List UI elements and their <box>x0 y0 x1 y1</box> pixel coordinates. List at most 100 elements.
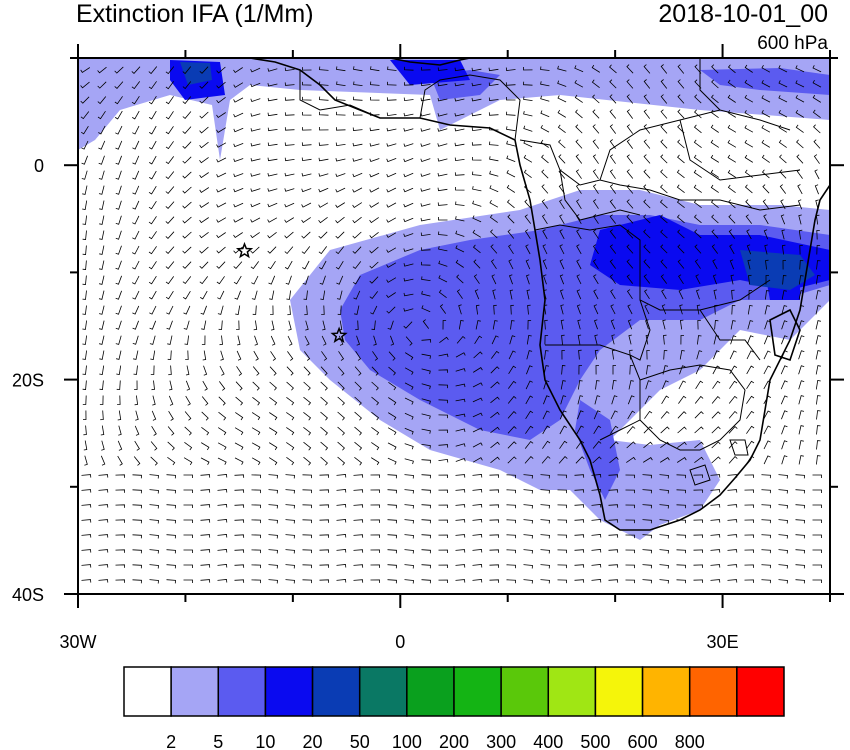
wind-barb <box>117 455 123 466</box>
wind-barb <box>336 534 347 538</box>
wind-barb <box>626 169 634 179</box>
wind-barb <box>302 564 312 569</box>
wind-barb <box>727 64 736 74</box>
wind-barb <box>730 320 736 330</box>
wind-barb <box>762 199 770 209</box>
wind-barb <box>611 380 617 390</box>
wind-barb <box>438 369 448 373</box>
wind-barb <box>557 124 566 134</box>
wind-barb <box>148 185 157 195</box>
wind-barb <box>421 534 431 539</box>
wind-barb <box>338 351 345 361</box>
wind-barb <box>491 335 499 345</box>
wind-barb <box>662 319 666 330</box>
wind-barb <box>593 304 599 315</box>
wind-barb <box>438 519 448 523</box>
wind-barb <box>660 124 668 134</box>
wind-barb <box>472 474 483 478</box>
wind-barb <box>233 127 244 133</box>
wind-barb <box>131 95 140 105</box>
wind-barb <box>200 519 211 523</box>
wind-barb <box>609 109 617 119</box>
colorbar-label: 600 <box>628 732 658 750</box>
wind-barb <box>798 410 805 420</box>
wind-barb <box>269 396 278 406</box>
wind-barb <box>84 455 88 466</box>
wind-barb <box>201 411 209 421</box>
wind-barb <box>287 305 291 316</box>
wind-barb <box>403 308 414 312</box>
wind-barb <box>781 335 788 345</box>
wind-barb <box>540 549 550 554</box>
wind-barb <box>761 504 771 509</box>
wind-barb <box>100 410 104 421</box>
wind-barb <box>370 519 380 523</box>
wind-barb <box>455 352 466 358</box>
wind-barb <box>335 231 345 239</box>
wind-barb <box>132 320 139 330</box>
wind-barb <box>404 564 414 569</box>
wind-barb <box>574 579 585 583</box>
wind-barb <box>336 564 347 568</box>
wind-barb <box>557 95 567 103</box>
wind-barb <box>455 564 466 568</box>
wind-barb <box>269 381 277 391</box>
wind-barb <box>560 380 566 390</box>
wind-barb <box>199 202 210 208</box>
wind-barb <box>575 169 582 179</box>
wind-barb <box>336 290 343 300</box>
wind-barb <box>151 410 157 421</box>
wind-barb <box>135 410 139 421</box>
wind-barb <box>149 305 157 315</box>
wind-barb <box>575 440 585 449</box>
wind-barb <box>795 564 805 569</box>
wind-barb <box>780 214 786 225</box>
wind-barb <box>542 274 547 285</box>
wind-barb <box>523 489 533 494</box>
wind-barb <box>98 170 105 180</box>
wind-barb <box>301 157 312 162</box>
wind-barb <box>778 139 787 148</box>
wind-barb <box>132 260 140 270</box>
wind-barb <box>337 441 345 451</box>
wind-barb <box>421 305 431 313</box>
wind-barb <box>165 81 174 90</box>
wind-barb <box>251 290 258 300</box>
wind-barb <box>302 260 310 270</box>
wind-barb <box>199 172 209 179</box>
wind-barb <box>713 335 720 345</box>
wind-barb <box>542 410 550 420</box>
wind-barb <box>437 113 448 117</box>
wind-barb <box>268 457 278 466</box>
wind-barb <box>679 304 683 315</box>
wind-barb <box>117 395 121 405</box>
wind-barb <box>148 81 157 90</box>
wind-barb <box>404 519 414 524</box>
wind-barb <box>335 142 346 147</box>
wind-barb <box>250 246 260 254</box>
wind-barb <box>557 579 567 584</box>
wind-barb <box>713 350 720 360</box>
wind-barb <box>747 320 754 330</box>
wind-barb <box>270 335 276 346</box>
wind-barb <box>403 217 414 223</box>
wind-barb <box>386 217 397 223</box>
wind-barb <box>303 411 312 421</box>
wind-barb <box>216 127 227 133</box>
wind-barb <box>813 139 821 149</box>
wind-barb <box>82 260 87 270</box>
wind-barb <box>268 442 278 451</box>
wind-barb <box>303 351 311 361</box>
wind-barb <box>403 112 414 117</box>
wind-barb <box>370 489 380 493</box>
colorbar-label: 10 <box>255 732 275 750</box>
wind-barb <box>132 579 142 584</box>
wind-barb <box>336 549 347 553</box>
wind-barb <box>475 320 481 330</box>
wind-barb <box>165 276 175 285</box>
wind-barb <box>814 169 820 180</box>
wind-barb <box>557 474 567 479</box>
x-tick-label: 30E <box>707 632 739 652</box>
wind-barb <box>115 260 122 270</box>
wind-barb <box>695 289 700 300</box>
